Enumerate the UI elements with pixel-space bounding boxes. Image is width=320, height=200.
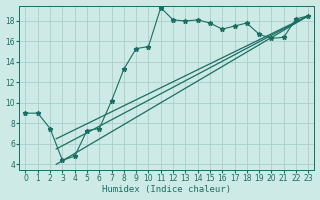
X-axis label: Humidex (Indice chaleur): Humidex (Indice chaleur) [102,185,231,194]
